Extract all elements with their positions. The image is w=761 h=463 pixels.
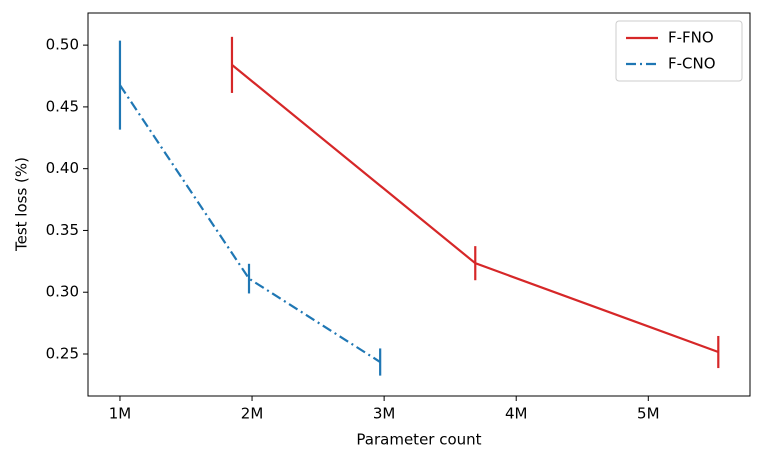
series-line xyxy=(231,64,719,354)
y-tick-label: 0.30 xyxy=(46,283,79,301)
y-tick-label: 0.50 xyxy=(46,36,79,54)
x-axis-label: Parameter count xyxy=(356,431,481,449)
legend-label: F-FNO xyxy=(668,29,714,47)
x-tick-label: 3M xyxy=(373,405,396,423)
y-tick-label: 0.35 xyxy=(46,221,79,239)
y-tick-label: 0.40 xyxy=(46,159,79,177)
y-tick-label: 0.45 xyxy=(46,97,79,115)
legend-box xyxy=(615,20,743,82)
y-axis-label: Test loss (%) xyxy=(13,157,31,252)
x-tick-label: 4M xyxy=(505,405,528,423)
y-tick-label: 0.25 xyxy=(46,344,79,362)
x-tick-label: 2M xyxy=(241,405,264,423)
x-tick-label: 5M xyxy=(637,405,660,423)
x-tick-label: 1M xyxy=(109,405,132,423)
legend-label: F-CNO xyxy=(668,55,716,73)
series-line xyxy=(119,84,381,363)
plot-frame xyxy=(87,12,751,397)
